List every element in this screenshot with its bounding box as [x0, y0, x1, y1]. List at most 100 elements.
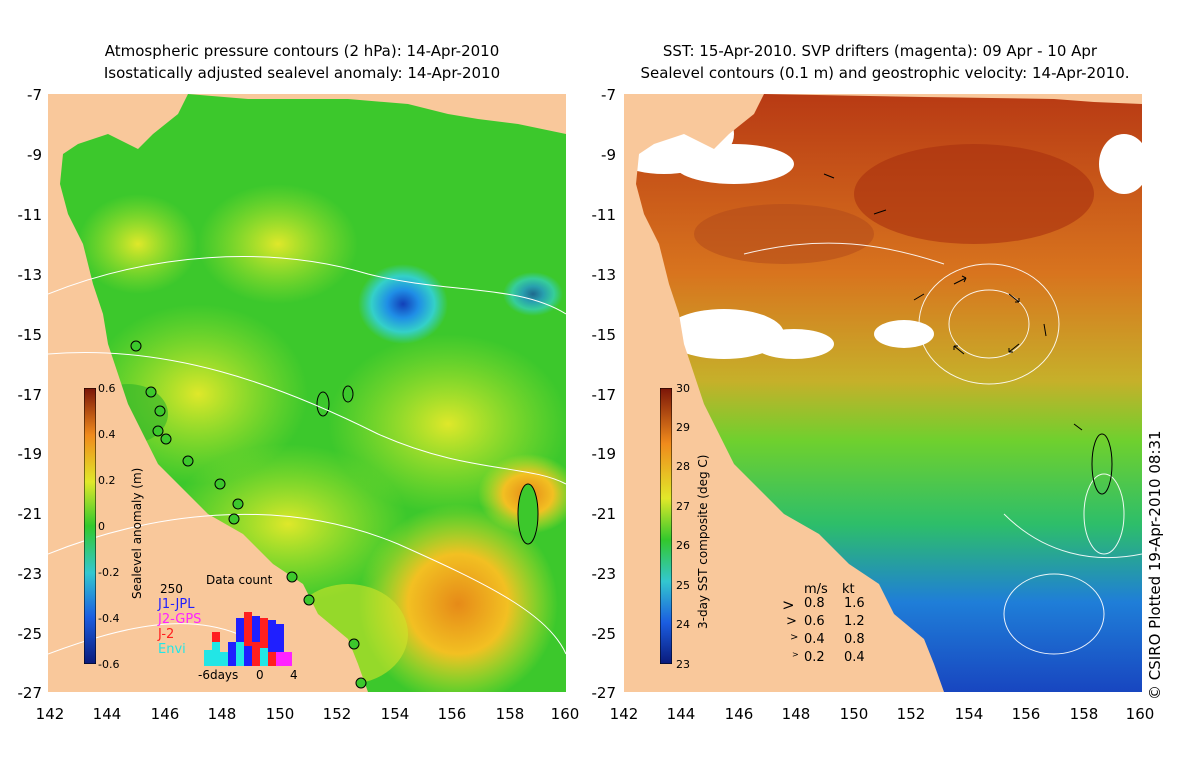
sla-tick-4: -0.2	[98, 566, 120, 579]
vel-kt-2: 0.8	[844, 632, 865, 647]
left-y-tick-7: -21	[17, 505, 43, 523]
vel-ms-0: 0.8	[804, 596, 825, 611]
pressure-contours	[48, 256, 566, 655]
data-count-x-0: -6days	[198, 668, 239, 682]
left-y-tick-10: -27	[17, 684, 43, 702]
data-count-bars	[204, 612, 292, 666]
left-y-tick-1: -9	[27, 146, 42, 164]
right-x-tick-7: 156	[1011, 705, 1041, 723]
right-y-tick-5: -17	[591, 386, 617, 404]
left-y-tick-3: -13	[17, 266, 43, 284]
left-x-tick-4: 150	[265, 705, 295, 723]
left-y-tick-2: -11	[17, 206, 43, 224]
velocity-arrows	[823, 173, 1083, 431]
sst-colorbar	[660, 388, 672, 664]
right-x-tick-9: 160	[1125, 705, 1155, 723]
anomaly-blobs	[78, 184, 566, 692]
sst-tick-6: 24	[676, 618, 690, 631]
sst-tick-3: 27	[676, 500, 690, 513]
right-map-panel: 30 29 28 27 26 25 24 23 3-day SST compos…	[624, 94, 1142, 692]
right-title-line1: SST: 15-Apr-2010. SVP drifters (magenta)…	[662, 42, 1098, 60]
sst-tick-1: 29	[676, 421, 690, 434]
vel-kt-3: 0.4	[844, 650, 865, 665]
vel-ms-1: 0.6	[804, 614, 825, 629]
sla-tick-0: 0.6	[98, 382, 116, 395]
right-y-tick-10: -27	[591, 684, 617, 702]
vel-kt-1: 1.2	[844, 614, 865, 629]
left-x-tick-5: 152	[322, 705, 352, 723]
left-map-panel: 0.6 0.4 0.2 0 -0.2 -0.4 -0.6 Sealevel an…	[48, 94, 566, 692]
left-x-tick-8: 158	[495, 705, 525, 723]
right-y-tick-2: -11	[591, 206, 617, 224]
left-x-tick-7: 156	[437, 705, 467, 723]
left-title-line2: Isostatically adjusted sealevel anomaly:…	[103, 64, 501, 82]
right-y-tick-7: -21	[591, 505, 617, 523]
vel-arrow-icon-2: >	[790, 632, 799, 643]
left-title-line1: Atmospheric pressure contours (2 hPa): 1…	[104, 42, 500, 60]
left-x-tick-0: 142	[35, 705, 65, 723]
sst-map	[624, 94, 1142, 692]
left-y-tick-5: -17	[17, 386, 43, 404]
left-y-tick-8: -23	[17, 565, 43, 583]
sst-tick-0: 30	[676, 382, 690, 395]
right-y-tick-9: -25	[591, 625, 617, 643]
right-x-tick-0: 142	[609, 705, 639, 723]
sla-colorbar-label: Sealevel anomaly (m)	[130, 467, 144, 599]
sla-tick-3: 0	[98, 520, 105, 533]
sealevel-contours	[743, 242, 1142, 655]
vel-arrow-icon-0: >	[782, 596, 795, 614]
sealevel-anomaly-map	[48, 94, 566, 692]
left-y-tick-0: -7	[27, 86, 42, 104]
left-x-tick-3: 148	[207, 705, 237, 723]
left-y-tick-6: -19	[17, 445, 43, 463]
sla-tick-2: 0.2	[98, 474, 116, 487]
right-y-tick-4: -15	[591, 326, 617, 344]
sealevel-colorbar	[84, 388, 96, 664]
vel-arrow-icon-3: >	[792, 650, 799, 659]
australia-land-right	[624, 94, 944, 692]
sst-tick-7: 23	[676, 658, 690, 671]
left-x-tick-2: 146	[150, 705, 180, 723]
sla-tick-6: -0.6	[98, 658, 120, 671]
series-j2-gps: J2-GPS	[158, 612, 202, 627]
right-y-tick-8: -23	[591, 565, 617, 583]
left-y-tick-9: -25	[17, 625, 43, 643]
warm-patches	[694, 144, 1094, 264]
right-y-tick-3: -13	[591, 266, 617, 284]
sst-tick-5: 25	[676, 579, 690, 592]
right-y-tick-6: -19	[591, 445, 617, 463]
data-count-x-2: 4	[290, 668, 298, 682]
australia-land	[48, 94, 368, 692]
vel-ms-2: 0.4	[804, 632, 825, 647]
left-x-tick-6: 154	[380, 705, 410, 723]
data-count-title: Data count	[206, 573, 273, 587]
papua-land-right	[764, 94, 1142, 104]
right-x-tick-3: 148	[781, 705, 811, 723]
cloud-gaps	[624, 94, 1142, 359]
data-count-x-1: 0	[256, 668, 264, 682]
series-j-2: J-2	[158, 627, 175, 642]
series-j1-jpl: J1-JPL	[158, 597, 195, 612]
sla-tick-5: -0.4	[98, 612, 120, 625]
right-x-tick-1: 144	[666, 705, 696, 723]
right-y-tick-0: -7	[601, 86, 616, 104]
vel-header-ms: m/s	[804, 582, 828, 597]
tide-gauge-circles	[130, 340, 367, 689]
islands-right	[1091, 433, 1113, 495]
sst-tick-4: 26	[676, 539, 690, 552]
right-x-tick-4: 150	[839, 705, 869, 723]
vel-kt-0: 1.6	[844, 596, 865, 611]
sst-tick-2: 28	[676, 460, 690, 473]
left-x-tick-9: 160	[550, 705, 580, 723]
credit-text: © CSIRO Plotted 19-Apr-2010 08:31	[1146, 430, 1164, 700]
right-x-tick-6: 154	[954, 705, 984, 723]
vel-ms-3: 0.2	[804, 650, 825, 665]
vel-header-kt: kt	[842, 582, 855, 597]
right-x-tick-2: 146	[724, 705, 754, 723]
left-x-tick-1: 144	[92, 705, 122, 723]
right-y-tick-1: -9	[601, 146, 616, 164]
sla-tick-1: 0.4	[98, 428, 116, 441]
vel-arrow-icon-1: >	[786, 614, 797, 629]
left-y-tick-4: -15	[17, 326, 43, 344]
sst-colorbar-label: 3-day SST composite (deg C)	[696, 454, 710, 629]
